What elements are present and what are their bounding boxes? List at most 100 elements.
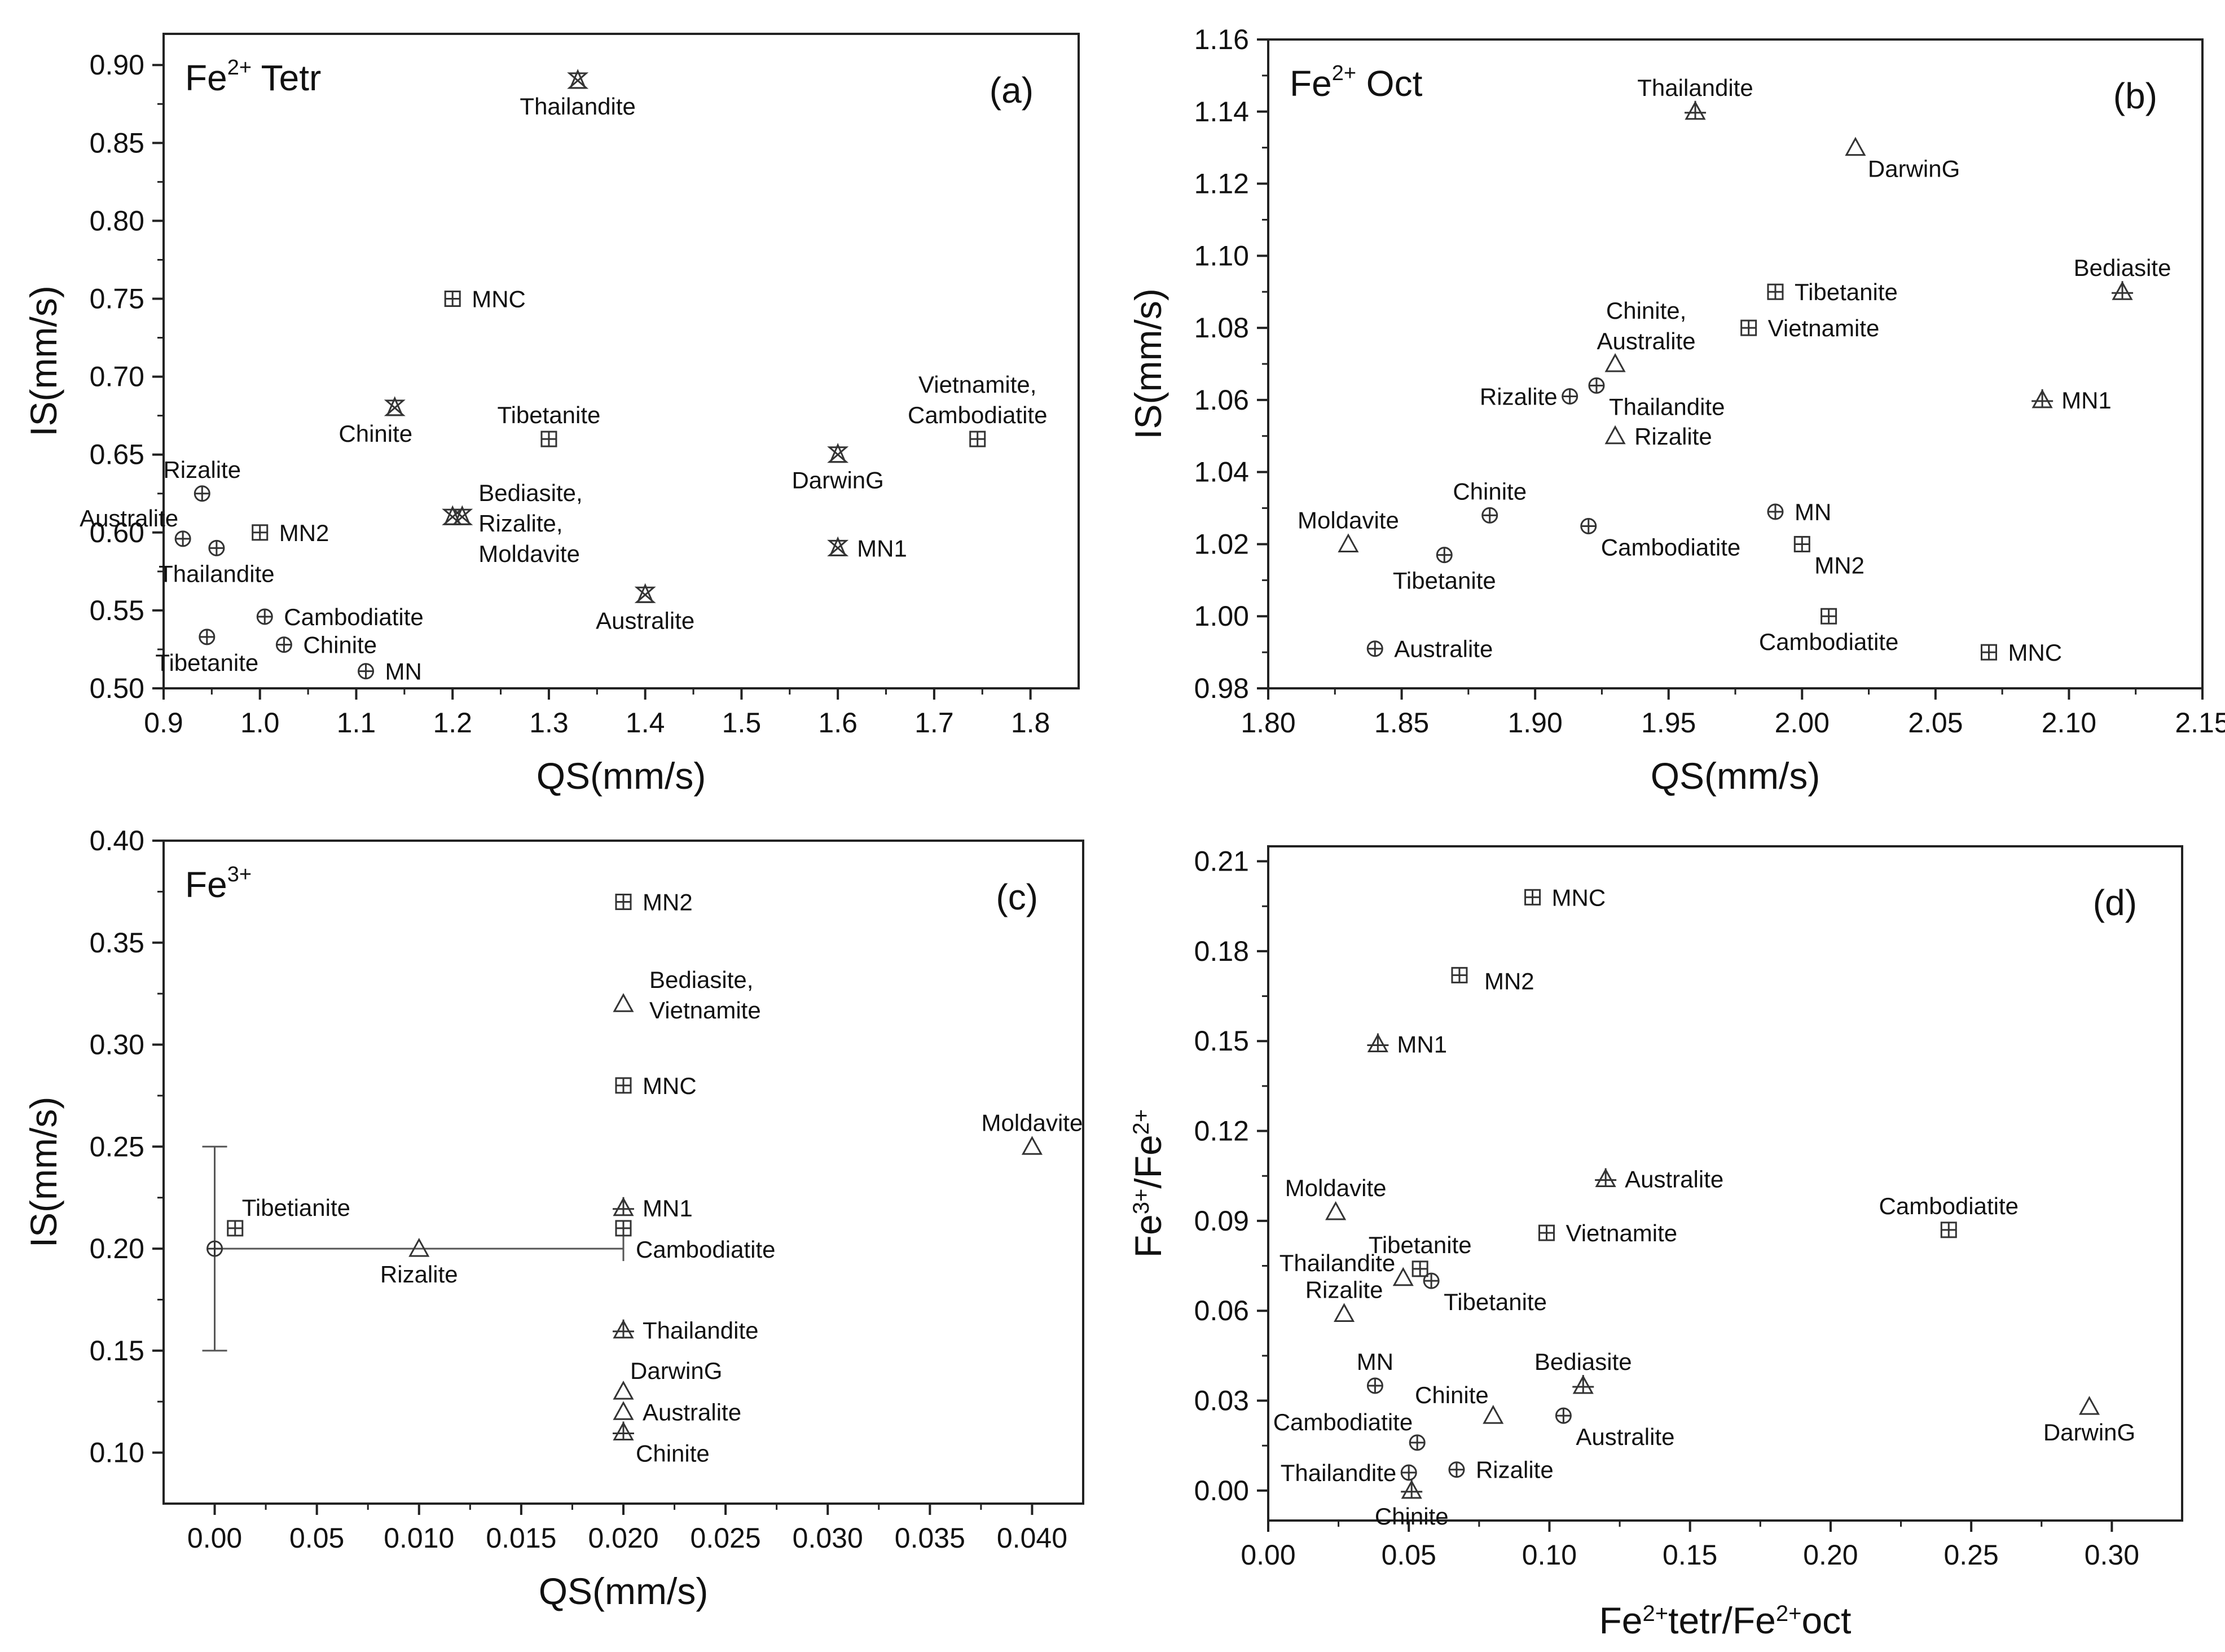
data-point <box>1021 1136 1043 1155</box>
data-point <box>208 539 225 556</box>
label-part: 2+ <box>1643 1601 1669 1626</box>
y-axis-label: IS(mm/s) <box>1127 288 1169 440</box>
x-tick-label: 0.25 <box>1943 1539 1998 1571</box>
point-label-rizalite: Rizalite <box>1480 384 1558 410</box>
y-tick-label: 1.14 <box>1194 96 1249 128</box>
data-point <box>252 524 269 541</box>
point-label-thailandite: Thailandite <box>1281 1460 1396 1486</box>
y-axis-label: IS(mm/s) <box>23 1097 64 1248</box>
data-point <box>1392 1267 1414 1286</box>
title-rest: Oct <box>1356 63 1423 104</box>
y-tick-label: 0.18 <box>1194 935 1249 967</box>
data-point <box>1448 1461 1465 1478</box>
point-label-mn1: MN1 <box>2061 387 2112 414</box>
data-point <box>2078 1396 2100 1415</box>
data-point <box>613 993 634 1012</box>
title-rest: Tetr <box>252 58 321 98</box>
label-part: /Fe <box>1127 1135 1169 1188</box>
data-point <box>1793 535 1810 552</box>
point-label-cambodiatite: Cambodiatite <box>1601 534 1740 561</box>
point-label-mnc: MNC <box>472 286 526 313</box>
point-label-mn2: MN2 <box>643 889 693 915</box>
point-label-mnc: MNC <box>2008 639 2062 666</box>
data-point <box>1588 377 1605 394</box>
point-label-rizalite: Rizalite <box>1305 1277 1383 1303</box>
point-label-chinite: Chinite <box>1375 1503 1449 1530</box>
y-tick-label: 0.15 <box>90 1335 144 1367</box>
x-tick-label: 0.20 <box>1803 1539 1858 1571</box>
x-axis-label: QS(mm/s) <box>539 1570 709 1612</box>
y-tick-label: 0.98 <box>1194 673 1249 704</box>
y-tick-label: 0.10 <box>90 1437 144 1469</box>
data-point <box>256 608 273 625</box>
point-label-mn1: MN1 <box>1397 1031 1447 1058</box>
point-label-chinite: Chinite <box>1453 478 1527 504</box>
data-point <box>384 396 406 416</box>
point-label-australite: Australite <box>1394 636 1493 662</box>
data-point <box>1366 1377 1383 1394</box>
point-label-darwing: DarwinG <box>630 1357 722 1384</box>
panel-title: Fe2+ Oct <box>1290 61 1423 104</box>
data-point <box>613 1421 634 1440</box>
data-point <box>1604 353 1626 372</box>
point-label-thailandite: Thailandite <box>159 560 274 587</box>
y-tick-label: 0.06 <box>1194 1295 1249 1326</box>
x-tick-label: 0.030 <box>793 1522 863 1554</box>
data-point <box>1411 1260 1428 1277</box>
data-point <box>1555 1407 1572 1424</box>
x-tick-label: 0.00 <box>187 1522 242 1554</box>
x-tick-label: 0.020 <box>588 1522 658 1554</box>
y-tick-label: 1.10 <box>1194 240 1249 271</box>
x-tick-label: 1.1 <box>337 707 376 739</box>
point-label-australite: Australite <box>80 505 178 531</box>
panel-letter: (c) <box>996 877 1038 917</box>
data-point <box>1845 137 1866 156</box>
x-tick-label: 0.05 <box>1382 1539 1436 1571</box>
point-label-chinite: Chinite <box>1415 1382 1489 1408</box>
x-tick-label: 0.040 <box>997 1522 1067 1554</box>
point-label-mn: MN <box>385 658 422 685</box>
point-label-rizalite: Rizalite <box>1634 423 1712 450</box>
x-axis-label: QS(mm/s) <box>1651 755 1821 797</box>
point-label-moldavite: Moldavite <box>1285 1175 1387 1201</box>
point-label-cambodiatite: Cambodiatite <box>1879 1193 2019 1219</box>
point-label-australite: Australite <box>1625 1166 1723 1193</box>
point-label-vietnamite: Vietnamite <box>649 997 761 1023</box>
x-tick-label: 1.90 <box>1507 707 1562 739</box>
y-tick-label: 0.70 <box>90 361 144 393</box>
title-sup: 3+ <box>227 863 252 886</box>
y-tick-label: 1.12 <box>1194 168 1249 200</box>
data-point <box>827 536 849 556</box>
point-label-chinite: Chinite <box>303 632 377 658</box>
point-label-darwing: DarwinG <box>791 467 883 494</box>
point-label-mnc: MNC <box>643 1073 697 1099</box>
point-label-australite: Australite <box>596 607 694 634</box>
panel-d: 0.00 0.05 0.10 0.15 0.20 0.25 0.30 0.00 0.03 0.06… <box>1127 845 2183 1641</box>
data-point <box>1367 1033 1389 1053</box>
y-tick-label: 0.65 <box>90 439 144 471</box>
point-label-tibetanite: Tibetanite <box>155 649 258 676</box>
point-label-mnc: MNC <box>1552 884 1606 911</box>
data-point <box>451 505 473 525</box>
data-point <box>1409 1434 1426 1451</box>
data-point <box>615 1077 632 1094</box>
y-tick-label: 0.35 <box>90 927 144 959</box>
y-tick-label: 0.09 <box>1194 1205 1249 1237</box>
point-label-mn1: MN1 <box>857 535 907 561</box>
y-tick-label: 1.04 <box>1194 456 1249 488</box>
data-point <box>1436 547 1453 564</box>
point-label-vietnamite: Vietnamite <box>1566 1220 1677 1246</box>
data-point <box>1940 1222 1957 1238</box>
point-label-darwing: DarwinG <box>2043 1419 2135 1446</box>
point-label-tibetanite: Tibetanite <box>1369 1232 1472 1258</box>
data-point <box>2031 389 2053 408</box>
data-point <box>615 1220 632 1237</box>
data-point <box>613 1401 634 1420</box>
title-base: Fe <box>185 864 227 905</box>
x-tick-label: 1.7 <box>914 707 954 739</box>
data-point <box>1451 966 1468 983</box>
label-part: 2+ <box>1776 1601 1802 1626</box>
data-point <box>1595 1168 1617 1188</box>
